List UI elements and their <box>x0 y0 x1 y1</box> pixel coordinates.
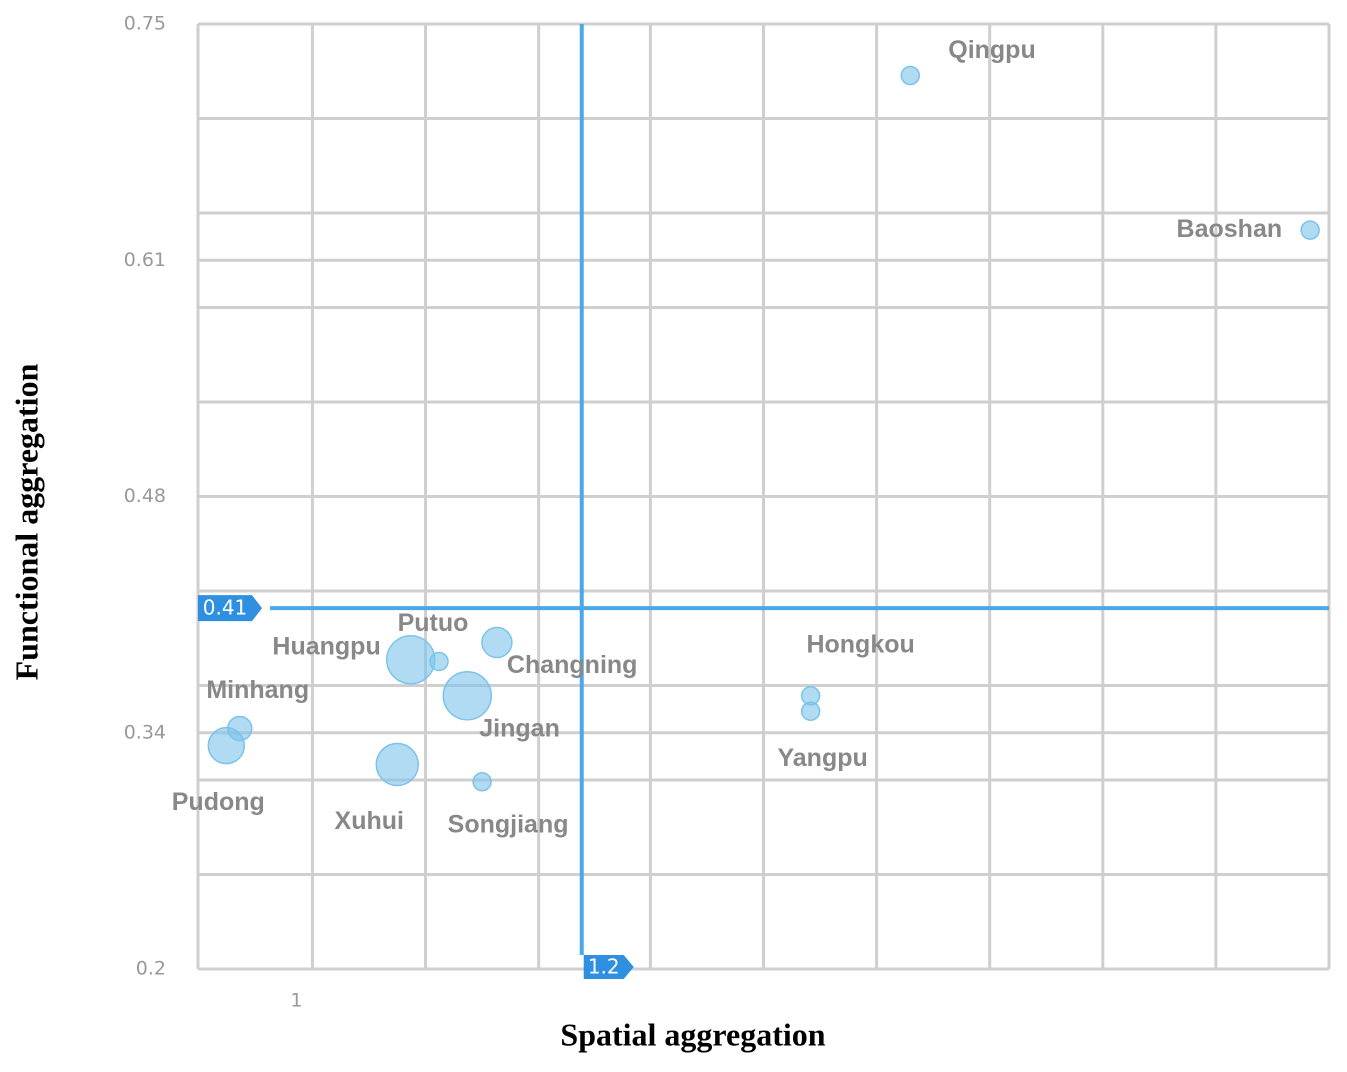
y-tick-label: 0.75 <box>124 13 166 35</box>
x-reference-tag <box>583 955 634 979</box>
y-reference-tag <box>198 595 262 622</box>
bubble <box>472 771 492 792</box>
bubble <box>1300 220 1320 240</box>
bubble <box>375 742 420 787</box>
point-label: Changning <box>507 651 638 679</box>
bubble <box>800 701 821 722</box>
bubble <box>207 726 246 765</box>
point-label: Pudong <box>172 788 265 816</box>
bubble <box>429 651 449 672</box>
point-label: Qingpu <box>948 36 1035 64</box>
point-label: Baoshan <box>1177 215 1283 243</box>
bubble <box>481 626 513 659</box>
y-tick-label: 0.48 <box>124 485 166 507</box>
point-label: Putuo <box>398 609 469 637</box>
x-reference-label: 1.2 <box>588 955 620 979</box>
point-label: Xuhui <box>335 807 404 835</box>
y-tick-label: 0.34 <box>124 721 166 743</box>
bubble <box>900 65 921 86</box>
x-tick-label: 1 <box>290 990 302 1012</box>
y-tick-label: 0.61 <box>124 249 166 271</box>
point-label: Hongkou <box>806 630 914 658</box>
y-axis-title: Functional aggregation <box>8 363 44 680</box>
point-label: Yangpu <box>777 744 867 772</box>
point-label: Minhang <box>206 676 309 704</box>
x-axis-title: Spatial aggregation <box>560 1016 825 1052</box>
point-label: Songjiang <box>448 810 569 838</box>
y-tick-label: 0.2 <box>136 958 166 980</box>
point-label: Huangpu <box>272 632 380 660</box>
bubble <box>442 671 493 721</box>
bubble <box>385 634 436 685</box>
point-label: Jingan <box>479 714 560 742</box>
y-reference-label: 0.41 <box>203 596 248 620</box>
